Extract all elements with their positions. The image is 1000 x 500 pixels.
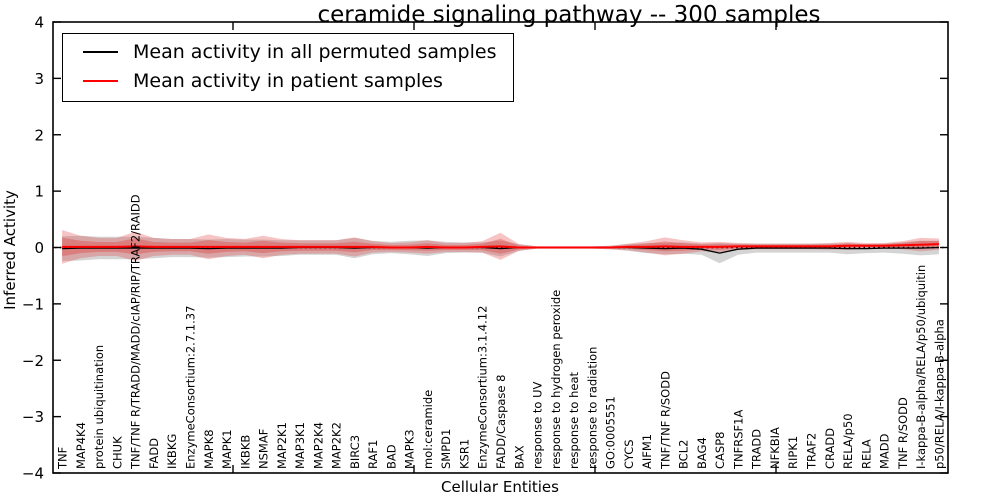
- x-category-label: I-kappa-B-alpha/RELA/p50/ubiquitin: [914, 265, 928, 469]
- chart-title: ceramide signaling pathway -- 300 sample…: [317, 2, 821, 28]
- y-tick-label: −4: [22, 465, 44, 483]
- x-category-label: BAD: [384, 444, 398, 469]
- x-category-label: EnzymeConsortium:2.7.1.37: [184, 306, 198, 469]
- x-category-label: BIRC3: [348, 435, 362, 469]
- x-category-label: IKBKB: [238, 435, 252, 469]
- x-category-label: EnzymeConsortium:3.1.4.12: [476, 306, 490, 469]
- x-category-label: BCL2: [677, 440, 691, 469]
- legend-label-permuted: Mean activity in all permuted samples: [133, 41, 497, 63]
- legend-entry-patient: Mean activity in patient samples: [75, 70, 513, 92]
- x-category-label: MAP3K1: [293, 422, 307, 469]
- x-category-label: TNF R/SODD: [896, 397, 910, 470]
- x-category-label: FADD: [147, 438, 161, 469]
- x-category-label: TNF: [56, 447, 70, 470]
- y-tick-label: 3: [34, 70, 44, 88]
- x-category-label: TRADD: [750, 429, 764, 470]
- y-tick-label: 0: [34, 239, 44, 257]
- x-category-label: BAG4: [695, 437, 709, 469]
- legend-line-red-icon: [83, 80, 118, 82]
- mean-permuted-line: [62, 246, 939, 254]
- y-tick-label: 2: [34, 126, 44, 144]
- x-category-label: CHUK: [110, 436, 124, 469]
- legend: Mean activity in all permuted samples Me…: [62, 33, 514, 102]
- legend-entry-permuted: Mean activity in all permuted samples: [75, 41, 513, 63]
- x-category-label: TNF/TNF R/TRADD/MADD/cIAP/RIP/TRAF2/RAID…: [129, 194, 143, 470]
- x-category-label: response to UV: [531, 381, 545, 469]
- x-category-label: protein ubiquitination: [92, 345, 106, 469]
- x-category-label: response to hydrogen peroxide: [549, 290, 563, 469]
- x-category-label: MAPK8: [202, 429, 216, 469]
- x-category-label: CYCS: [622, 439, 636, 469]
- x-category-label: MAP2K2: [330, 422, 344, 469]
- x-category-label: CASP8: [713, 432, 727, 469]
- x-category-label: SMPD1: [439, 429, 453, 469]
- y-tick-label: −1: [22, 295, 44, 313]
- x-category-label: MAP2K1: [275, 422, 289, 469]
- x-category-label: GO:0005551: [604, 396, 618, 469]
- x-category-label: KSR1: [458, 439, 472, 469]
- x-category-label: response to heat: [567, 372, 581, 469]
- x-category-label: TNFRSF1A: [731, 410, 745, 470]
- x-axis-label: Cellular Entities: [441, 478, 559, 496]
- y-tick-label: −3: [22, 408, 44, 426]
- x-category-label: FADD/Caspase 8: [494, 375, 508, 469]
- legend-line-black-icon: [83, 51, 118, 53]
- y-axis-label: Inferred Activity: [1, 190, 19, 310]
- x-category-label: BAX: [512, 445, 526, 469]
- x-category-label: p50/RELA/I-kappa-B-alpha: [932, 319, 946, 469]
- x-category-label: mol:ceramide: [421, 390, 435, 469]
- x-category-label: IKBKG: [165, 434, 179, 469]
- x-category-label: NSMAF: [257, 429, 271, 469]
- x-category-label: AIFM1: [640, 434, 654, 469]
- x-category-label: RAF1: [366, 440, 380, 469]
- permuted-std-band: [62, 235, 939, 264]
- x-category-label: MAP4K4: [74, 422, 88, 469]
- legend-label-patient: Mean activity in patient samples: [133, 70, 443, 92]
- x-category-label: TNF/TNF R/SODD: [658, 371, 672, 470]
- y-tick-label: 1: [34, 183, 44, 201]
- y-tick-label: −2: [22, 352, 44, 370]
- x-category-label: NFKBIA: [768, 427, 782, 469]
- x-category-label: MAPK3: [403, 429, 417, 469]
- x-category-label: TRAF2: [805, 433, 819, 470]
- x-category-label: RELA: [859, 439, 873, 469]
- x-category-label: MAPK1: [220, 429, 234, 469]
- x-category-label: response to radiation: [585, 347, 599, 469]
- x-category-label: CRADD: [823, 428, 837, 469]
- y-tick-label: 4: [34, 14, 44, 32]
- x-category-label: MADD: [878, 433, 892, 469]
- x-category-label: RIPK1: [786, 436, 800, 469]
- mean-patient-line: [62, 243, 939, 249]
- x-category-label: MAP2K4: [311, 422, 325, 469]
- x-category-label: RELA/p50: [841, 413, 855, 469]
